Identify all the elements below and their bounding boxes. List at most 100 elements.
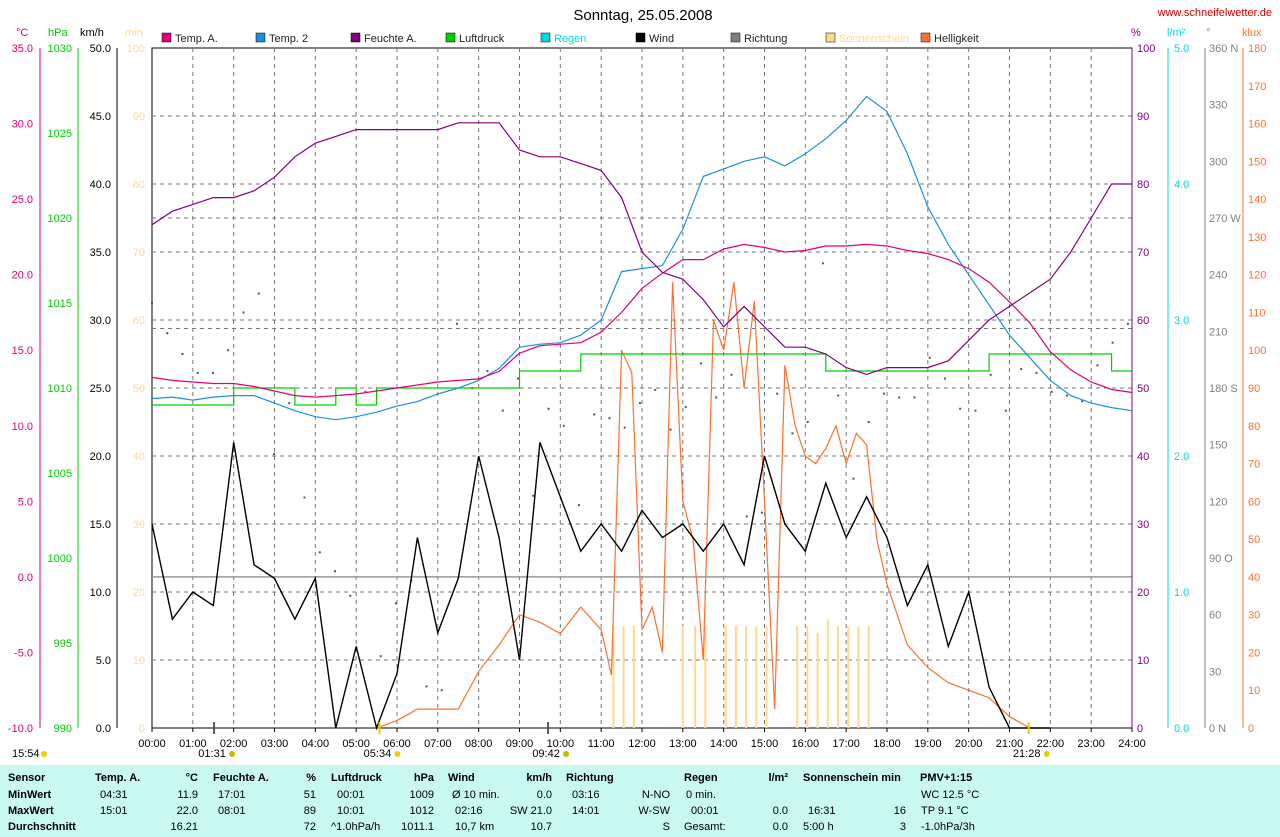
stats-header-dir: Richtung bbox=[566, 772, 614, 784]
axis-tick-label: 1000 bbox=[48, 553, 72, 565]
left-axes: 35.0 30.0 25.0 20.0 15.0 10.0 5.0 0.0 -5.0 -10.0 1… bbox=[8, 43, 145, 735]
richtung-point bbox=[501, 409, 504, 412]
axis-tick-label: 0.0 bbox=[1174, 723, 1189, 735]
axis-tick-label: 20.0 bbox=[90, 451, 111, 463]
stats-pmv: -1.0hPa/3h bbox=[921, 821, 975, 833]
axis-tick-label: 10.0 bbox=[90, 587, 111, 599]
axis-tick-label: 3.0 bbox=[1174, 315, 1189, 327]
axis-unit-label: klux bbox=[1242, 27, 1262, 39]
axis-tick-label: 140 bbox=[1248, 194, 1266, 206]
axis-unit-label: l/m² bbox=[1167, 27, 1186, 39]
stats-header-pmv: PMV+1:15 bbox=[920, 772, 973, 784]
axis-tick-label: -10.0 bbox=[8, 723, 33, 735]
axis-tick-label: 100 bbox=[127, 43, 145, 55]
axis-tick-label: 20 bbox=[133, 587, 145, 599]
stats-pmv: WC 12.5 °C bbox=[921, 789, 980, 801]
axis-tick-label: 20.0 bbox=[12, 270, 33, 282]
richtung-point bbox=[211, 371, 214, 374]
axis-tick-label: 130 bbox=[1248, 232, 1266, 244]
axis-tick-label: 35.0 bbox=[12, 43, 33, 55]
stats-temp-time: 04:31 bbox=[100, 789, 128, 801]
axis-tick-label: 50.0 bbox=[90, 43, 111, 55]
axis-tick-label: 20 bbox=[1248, 647, 1260, 659]
richtung-point bbox=[837, 394, 840, 397]
stats-hum-value: 51 bbox=[303, 789, 316, 801]
richtung-point bbox=[745, 515, 748, 518]
sunset-icon bbox=[1043, 751, 1050, 757]
stats-rain-total-label: Gesamt: bbox=[684, 821, 726, 833]
legend-swatch bbox=[635, 32, 646, 43]
x-tick-label: 06:00 bbox=[383, 738, 411, 750]
axis-tick-label: 40.0 bbox=[90, 179, 111, 191]
axis-tick-label: 2.0 bbox=[1174, 451, 1189, 463]
axis-tick-label: 160 bbox=[1248, 119, 1266, 131]
legend-label: Temp. 2 bbox=[269, 33, 308, 45]
axis-tick-label: 110 bbox=[1248, 307, 1266, 319]
richtung-point bbox=[333, 570, 336, 573]
stats-header-rain-unit: l/m² bbox=[768, 772, 788, 784]
stats-sun-total: 5:00 h bbox=[803, 821, 834, 833]
richtung-point bbox=[440, 689, 443, 692]
axis-tick-label: 360 N bbox=[1209, 43, 1238, 55]
axis-tick-label: 1020 bbox=[48, 213, 72, 225]
axis-tick-label: 1.0 bbox=[1174, 587, 1189, 599]
axis-tick-label: 70 bbox=[1137, 247, 1149, 259]
weather-chart: Sonntag, 25.05.2008 www.schneifelwetter.… bbox=[8, 7, 1272, 760]
x-tick-label: 07:00 bbox=[424, 738, 452, 750]
stats-temp-time: 15:01 bbox=[100, 805, 128, 817]
x-tick-label: 18:00 bbox=[873, 738, 901, 750]
x-tick-label: 17:00 bbox=[832, 738, 860, 750]
stats-dir-time: 03:16 bbox=[572, 789, 600, 801]
chart-title: Sonntag, 25.05.2008 bbox=[573, 7, 712, 24]
stats-dir-value: S bbox=[662, 821, 670, 833]
richtung-point bbox=[547, 407, 550, 410]
x-tick-label: 23:00 bbox=[1077, 738, 1105, 750]
axis-tick-label: 1005 bbox=[48, 468, 72, 480]
axis-tick-label: 0.0 bbox=[96, 723, 111, 735]
plot-area bbox=[151, 95, 1133, 731]
x-tick-label: 10:00 bbox=[547, 738, 575, 750]
richtung-point bbox=[181, 353, 184, 355]
series-line-wind bbox=[151, 442, 1051, 731]
legend-label: Regen bbox=[554, 33, 586, 45]
x-tick-label: 20:00 bbox=[955, 738, 983, 750]
richtung-point bbox=[760, 511, 763, 514]
x-tick-label: 16:00 bbox=[792, 738, 820, 750]
richtung-point bbox=[959, 407, 962, 410]
axis-unit-label: °C bbox=[16, 27, 28, 39]
axis-unit-label: ° bbox=[1206, 27, 1210, 39]
richtung-point bbox=[1126, 322, 1129, 325]
legend-swatch bbox=[825, 32, 836, 43]
richtung-point bbox=[364, 390, 367, 393]
richtung-point bbox=[227, 349, 230, 352]
axis-unit-label: % bbox=[1131, 27, 1141, 39]
axis-tick-label: 995 bbox=[54, 638, 72, 650]
stats-press-trend: ^1.0hPa/h bbox=[331, 821, 381, 833]
stats-header-rain: Regen bbox=[684, 772, 718, 784]
sun-moon-events: 15:54 01:31 05:34 09:42 21:28 bbox=[12, 722, 1050, 760]
stats-rain-time: 00:01 bbox=[691, 805, 719, 817]
axis-tick-label: 330 bbox=[1209, 100, 1227, 112]
x-tick-label: 04:00 bbox=[302, 738, 330, 750]
stats-row-label: MaxWert bbox=[8, 805, 54, 817]
axis-tick-label: 90 bbox=[1248, 383, 1260, 395]
stats-temp-value: 16.21 bbox=[170, 821, 198, 833]
stats-press-value: 1009 bbox=[409, 789, 434, 801]
axis-unit-label: hPa bbox=[48, 27, 68, 39]
stats-press-time: 00:01 bbox=[337, 789, 365, 801]
richtung-point bbox=[196, 371, 199, 374]
richtung-point bbox=[318, 551, 321, 554]
axis-tick-label: 990 bbox=[54, 723, 72, 735]
axis-tick-label: 80 bbox=[1248, 421, 1260, 433]
axis-tick-label: 35.0 bbox=[90, 247, 111, 259]
richtung-point bbox=[684, 405, 687, 408]
richtung-point bbox=[974, 409, 977, 412]
axis-tick-label: 15.0 bbox=[90, 519, 111, 531]
richtung-point bbox=[715, 396, 718, 399]
richtung-point bbox=[532, 494, 535, 497]
richtung-point bbox=[913, 396, 916, 399]
stats-row-label: MinWert bbox=[8, 789, 52, 801]
legend-swatch bbox=[161, 32, 172, 43]
sunrise-time-label: 05:34 bbox=[364, 748, 392, 760]
x-tick-label: 11:00 bbox=[588, 738, 615, 750]
